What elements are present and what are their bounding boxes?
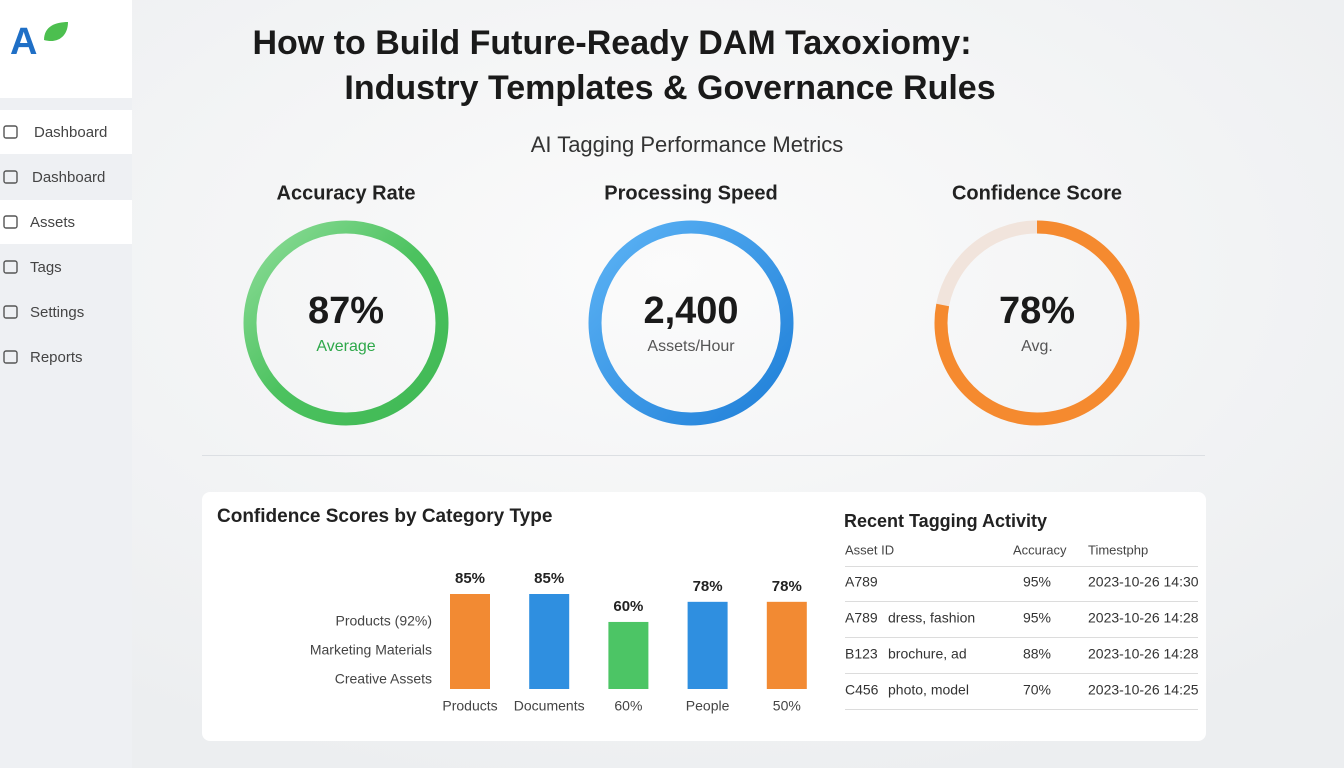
bar-value-label: 60%	[613, 598, 643, 615]
gauge-arc	[934, 220, 1140, 426]
gauge-ring	[243, 220, 449, 426]
logo: A	[10, 21, 37, 63]
nav-icon	[3, 260, 18, 274]
chart-title: Confidence Scores by Category Type	[217, 506, 552, 527]
row-line	[845, 673, 1198, 674]
gauge-caption: Assets/Hour	[647, 338, 735, 355]
x-tick-label: 50%	[773, 698, 801, 714]
nav-item[interactable]: Dashboard	[34, 124, 107, 141]
nav-item[interactable]: Settings	[30, 304, 84, 321]
cell-id: B123	[845, 646, 878, 662]
table-header: Accuracy	[1013, 542, 1067, 557]
bar	[608, 621, 649, 689]
nav-highlight	[0, 110, 132, 154]
nav-item[interactable]: Reports	[30, 349, 83, 366]
nav-item[interactable]: Tags	[30, 259, 62, 276]
annotation: Marketing Materials	[310, 642, 432, 658]
bar-value-label: 85%	[534, 570, 564, 587]
cell-id: A789	[845, 574, 878, 590]
cell-timestamp: 2023-10-26 14:28	[1088, 610, 1199, 626]
cell-accuracy: 70%	[1023, 682, 1051, 698]
cell-timestamp: 2023-10-26 14:28	[1088, 646, 1199, 662]
cell-tags: brochure, ad	[888, 646, 967, 662]
gauge-caption: Average	[316, 338, 375, 355]
cell-accuracy: 95%	[1023, 574, 1051, 590]
title: How to Build Future-Ready DAM Taxoxiomy:	[252, 24, 971, 62]
nav-icon	[3, 125, 18, 139]
cell-tags: dress, fashion	[888, 610, 975, 626]
bar	[687, 601, 728, 689]
cell-id: C456	[845, 682, 879, 698]
nav-icon	[3, 350, 18, 364]
bar-value-label: 78%	[693, 578, 723, 595]
nav-icon	[3, 215, 18, 229]
gauge-title: Processing Speed	[604, 182, 777, 204]
bar	[450, 594, 490, 689]
table-header: Timestphp	[1088, 542, 1148, 557]
bar	[766, 601, 807, 689]
bar-value-label: 78%	[772, 578, 802, 595]
x-tick-label: Documents	[514, 698, 585, 714]
row-line	[845, 709, 1198, 710]
x-tick-label: Products	[442, 698, 497, 714]
cell-accuracy: 95%	[1023, 610, 1051, 626]
gauge-title: Accuracy Rate	[277, 182, 416, 204]
logo-area	[0, 0, 132, 98]
logo-leaf	[44, 22, 68, 42]
cell-timestamp: 2023-10-26 14:30	[1088, 574, 1199, 590]
gauge-ring	[588, 220, 794, 426]
subtitle: AI Tagging Performance Metrics	[531, 132, 844, 157]
gauge-value: 78%	[999, 290, 1075, 332]
bar-value-label: 85%	[455, 570, 485, 587]
nav-highlight	[0, 200, 132, 244]
gauge-value: 87%	[308, 290, 384, 332]
table-title: Recent Tagging Activity	[844, 511, 1047, 531]
cell-timestamp: 2023-10-26 14:25	[1088, 682, 1199, 698]
nav-item[interactable]: Assets	[30, 214, 75, 231]
annotation: Products (92%)	[336, 613, 432, 629]
x-tick-label: People	[686, 698, 730, 714]
row-line	[845, 601, 1198, 602]
title: Industry Templates & Governance Rules	[344, 69, 995, 107]
annotation: Creative Assets	[335, 671, 432, 687]
gauge-value: 2,400	[643, 290, 738, 332]
bar	[529, 594, 570, 689]
gauge-title: Confidence Score	[952, 182, 1122, 204]
row-line	[845, 637, 1198, 638]
cell-id: A789	[845, 610, 878, 626]
row-line	[845, 566, 1198, 567]
x-tick-label: 60%	[614, 698, 642, 714]
nav-icon	[3, 170, 18, 184]
table-header: Asset ID	[845, 542, 894, 557]
nav-icon	[3, 305, 18, 319]
nav-item[interactable]: Dashboard	[32, 169, 105, 186]
divider	[202, 455, 1205, 456]
cell-accuracy: 88%	[1023, 646, 1051, 662]
gauge-caption: Avg.	[1021, 338, 1053, 355]
cell-tags: photo, model	[888, 682, 969, 698]
